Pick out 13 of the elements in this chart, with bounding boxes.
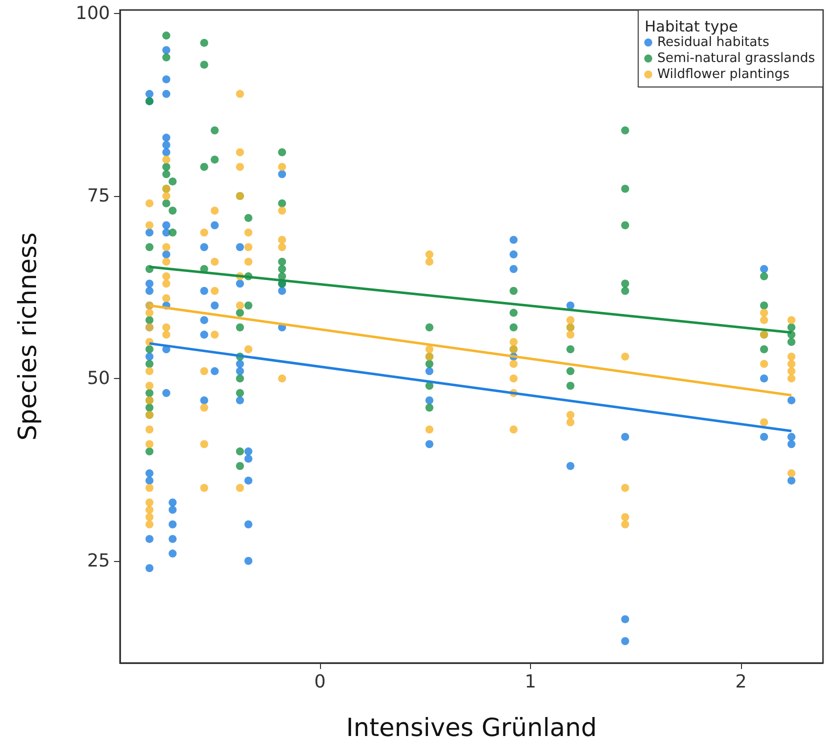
legend-title: Habitat type [644,18,738,36]
legend-label: Semi-natural grasslands [657,51,816,66]
x-tick-label: 2 [735,672,747,692]
y-axis-title: Species richness [13,232,42,441]
y-tick-label: 75 [87,186,110,207]
x-tick-label: 1 [524,672,536,692]
y-tick-label: 50 [87,368,110,389]
legend-label: Residual habitats [657,35,770,50]
x-axis-title: Intensives Grünland [346,713,597,742]
y-tick-label: 100 [76,3,110,24]
y-tick-label: 25 [87,550,110,572]
legend-label: Wildflower plantings [657,67,790,82]
x-tick-label: 0 [314,672,326,692]
